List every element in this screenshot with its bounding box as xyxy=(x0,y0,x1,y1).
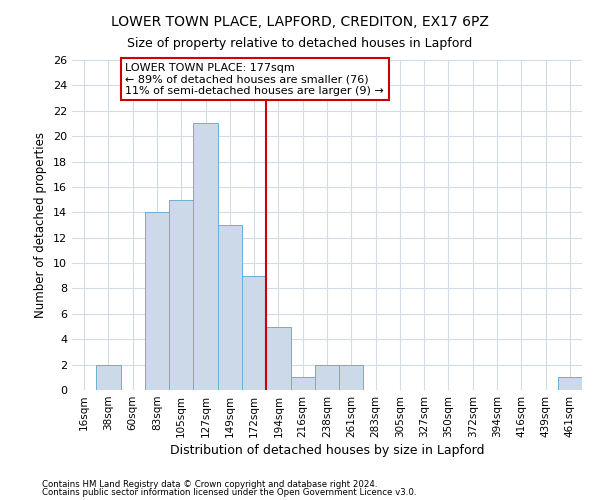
Bar xyxy=(242,276,266,390)
Bar xyxy=(558,378,582,390)
Bar xyxy=(315,364,339,390)
Bar xyxy=(169,200,193,390)
Bar xyxy=(96,364,121,390)
Text: Contains public sector information licensed under the Open Government Licence v3: Contains public sector information licen… xyxy=(42,488,416,497)
Bar xyxy=(339,364,364,390)
Text: LOWER TOWN PLACE, LAPFORD, CREDITON, EX17 6PZ: LOWER TOWN PLACE, LAPFORD, CREDITON, EX1… xyxy=(111,15,489,29)
Bar xyxy=(193,124,218,390)
Bar xyxy=(290,378,315,390)
Bar xyxy=(145,212,169,390)
X-axis label: Distribution of detached houses by size in Lapford: Distribution of detached houses by size … xyxy=(170,444,484,457)
Text: Contains HM Land Registry data © Crown copyright and database right 2024.: Contains HM Land Registry data © Crown c… xyxy=(42,480,377,489)
Text: Size of property relative to detached houses in Lapford: Size of property relative to detached ho… xyxy=(127,38,473,51)
Text: LOWER TOWN PLACE: 177sqm
← 89% of detached houses are smaller (76)
11% of semi-d: LOWER TOWN PLACE: 177sqm ← 89% of detach… xyxy=(125,62,384,96)
Bar xyxy=(266,326,290,390)
Y-axis label: Number of detached properties: Number of detached properties xyxy=(34,132,47,318)
Bar xyxy=(218,225,242,390)
